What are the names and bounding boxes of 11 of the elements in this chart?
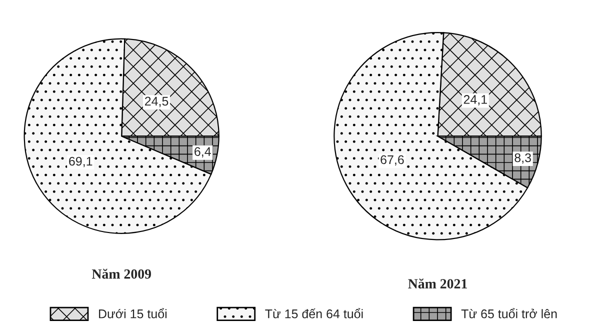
data-label: 6,4 — [194, 147, 211, 158]
data-label: 69,1 — [69, 156, 92, 168]
legend-label: Từ 15 đến 64 tuổi — [265, 308, 363, 318]
data-label: 67,6 — [380, 155, 404, 166]
legend-label: Dưới 15 tuổi — [99, 308, 167, 318]
data-label: 24,1 — [464, 95, 487, 106]
text: Năm 2009 — [92, 268, 151, 279]
data-label: 24,5 — [144, 96, 168, 108]
data-label: 8,3 — [514, 153, 531, 164]
text: Năm 2021 — [408, 278, 467, 288]
legend-label: Từ 65 tuổi trở lên — [461, 308, 557, 318]
